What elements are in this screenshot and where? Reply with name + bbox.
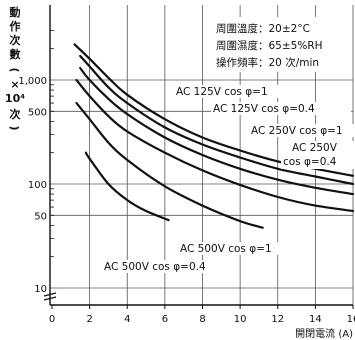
series-label-3-line-1: AC 250V cos φ=1 (251, 125, 343, 137)
condition-temperature: 周圍溫度：20±2°C (216, 22, 310, 35)
x-tick-label-2: 2 (86, 314, 92, 325)
y-unit-times: × (10, 78, 19, 91)
y-tick-label-50: 50 (34, 211, 47, 222)
series-label-6-line-1: AC 500V cos φ=0.4 (104, 261, 206, 273)
condition-frequency: 操作頻率：20 次/min (216, 56, 319, 69)
series-curve-3 (79, 67, 355, 196)
x-tick-label-6: 6 (162, 314, 168, 325)
y-tick-label-10: 10 (34, 284, 47, 295)
series-label-4-line-1: AC 250V (292, 142, 338, 154)
x-tick-label-16: 16 (347, 314, 355, 325)
series-label-2-line-1: AC 125V cos φ=0.4 (213, 103, 315, 115)
series-label-bg-6 (102, 260, 228, 273)
x-tick-label-4: 4 (124, 314, 130, 325)
y-title-char-2: 作 (10, 19, 21, 33)
axes: 0 2 4 6 8 10 12 14 16 10 50 100 500 1,000 (18, 5, 355, 325)
x-tick-label-8: 8 (199, 314, 205, 325)
y-title-char-4: 數 (10, 47, 21, 61)
y-unit-count: 次 (10, 107, 21, 121)
series-curve-6 (84, 151, 170, 222)
y-unit-open: ( (8, 67, 21, 72)
series-curve-4 (75, 78, 355, 213)
x-tick-label-0: 0 (49, 314, 55, 325)
condition-humidity: 周圍濕度：65±5%RH (216, 39, 323, 52)
series-label-bg-2 (211, 102, 351, 115)
series-label-4-line-2: cos φ=0.4 (283, 156, 337, 168)
y-tick-label-1000: 1,000 (18, 76, 47, 87)
axis-break-mark (43, 292, 57, 301)
y-axis-title: 動 作 次 數 ( × 10⁴ 次 ) (5, 5, 25, 131)
y-title-char-3: 次 (10, 33, 21, 47)
x-tick-label-12: 12 (271, 314, 284, 325)
x-tick-label-14: 14 (309, 314, 322, 325)
x-axis-title: 開閉電流 (A) (295, 327, 353, 340)
series-label-1-line-1: AC 125V cos φ=1 (176, 86, 268, 98)
y-tick-label-100: 100 (28, 180, 47, 191)
series-label-5-line-1: AC 500V cos φ=1 (180, 243, 272, 255)
series-label-bg-3 (249, 124, 355, 137)
series-labels: AC 125V cos φ=1 AC 125V cos φ=0.4 AC 250V … (102, 85, 355, 273)
series-label-bg-4 (281, 141, 355, 169)
series-curve-5 (75, 102, 264, 229)
y-unit-power: 10⁴ (5, 92, 25, 105)
conditions-box: 周圍溫度：20±2°C 周圍濕度：65±5%RH 操作頻率：20 次/min (212, 17, 352, 72)
y-tick-label-500: 500 (28, 107, 47, 118)
series-label-bg-1 (174, 85, 292, 98)
series-label-bg-5 (178, 242, 292, 255)
series-curve-2 (79, 54, 355, 186)
x-tick-label-10: 10 (234, 314, 247, 325)
conditions-background (212, 17, 352, 72)
y-unit-close: ) (8, 125, 21, 130)
y-title-char-1: 動 (10, 5, 21, 19)
